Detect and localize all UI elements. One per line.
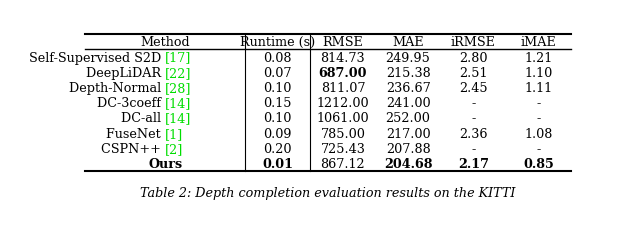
- Text: 0.01: 0.01: [262, 157, 293, 170]
- Text: 0.10: 0.10: [264, 82, 292, 95]
- Text: 0.08: 0.08: [264, 51, 292, 64]
- Text: 687.00: 687.00: [319, 67, 367, 79]
- Text: -: -: [536, 97, 541, 110]
- Text: Ours: Ours: [148, 157, 182, 170]
- Text: 1212.00: 1212.00: [317, 97, 369, 110]
- Text: 2.51: 2.51: [459, 67, 488, 79]
- Text: FuseNet: FuseNet: [106, 127, 165, 140]
- Text: MAE: MAE: [392, 36, 424, 49]
- Text: 1061.00: 1061.00: [317, 112, 369, 125]
- Text: -: -: [471, 97, 476, 110]
- Text: [17]: [17]: [165, 51, 191, 64]
- Text: Self-Supervised S2D: Self-Supervised S2D: [29, 51, 165, 64]
- Text: -: -: [536, 142, 541, 155]
- Text: 217.00: 217.00: [386, 127, 431, 140]
- Text: iRMSE: iRMSE: [451, 36, 496, 49]
- Text: -: -: [536, 112, 541, 125]
- Text: 1.11: 1.11: [524, 82, 552, 95]
- Text: DC-3coeff: DC-3coeff: [97, 97, 165, 110]
- Text: 2.17: 2.17: [458, 157, 489, 170]
- Text: [1]: [1]: [165, 127, 183, 140]
- Text: 814.73: 814.73: [321, 51, 365, 64]
- Text: 1.21: 1.21: [524, 51, 552, 64]
- Text: 0.09: 0.09: [264, 127, 292, 140]
- Text: Runtime (s): Runtime (s): [240, 36, 316, 49]
- Text: [28]: [28]: [165, 82, 191, 95]
- Text: 2.36: 2.36: [459, 127, 488, 140]
- Text: 249.95: 249.95: [386, 51, 431, 64]
- Text: 1.08: 1.08: [524, 127, 553, 140]
- Text: 0.07: 0.07: [264, 67, 292, 79]
- Text: DeepLiDAR: DeepLiDAR: [86, 67, 165, 79]
- Text: 0.10: 0.10: [264, 112, 292, 125]
- Text: Table 2: Depth completion evaluation results on the KITTI: Table 2: Depth completion evaluation res…: [140, 186, 516, 199]
- Text: 204.68: 204.68: [384, 157, 433, 170]
- Text: 215.38: 215.38: [386, 67, 431, 79]
- Text: [2]: [2]: [165, 142, 184, 155]
- Text: 252.00: 252.00: [386, 112, 431, 125]
- Text: 0.20: 0.20: [264, 142, 292, 155]
- Text: 867.12: 867.12: [321, 157, 365, 170]
- Text: Depth-Normal: Depth-Normal: [69, 82, 165, 95]
- Text: -: -: [471, 142, 476, 155]
- Text: 241.00: 241.00: [386, 97, 431, 110]
- Text: 2.45: 2.45: [459, 82, 488, 95]
- Text: 2.80: 2.80: [459, 51, 488, 64]
- Text: DC-all: DC-all: [121, 112, 165, 125]
- Text: [14]: [14]: [165, 97, 191, 110]
- Text: -: -: [471, 112, 476, 125]
- Text: CSPN++: CSPN++: [101, 142, 165, 155]
- Text: [22]: [22]: [165, 67, 191, 79]
- Text: [14]: [14]: [165, 112, 191, 125]
- Text: iMAE: iMAE: [520, 36, 556, 49]
- Text: 0.85: 0.85: [523, 157, 554, 170]
- Text: RMSE: RMSE: [323, 36, 364, 49]
- Text: 207.88: 207.88: [386, 142, 431, 155]
- Text: 725.43: 725.43: [321, 142, 365, 155]
- Text: 1.10: 1.10: [524, 67, 552, 79]
- Text: 236.67: 236.67: [386, 82, 431, 95]
- Text: 785.00: 785.00: [321, 127, 365, 140]
- Text: 811.07: 811.07: [321, 82, 365, 95]
- Text: 0.15: 0.15: [264, 97, 292, 110]
- Text: Method: Method: [140, 36, 190, 49]
